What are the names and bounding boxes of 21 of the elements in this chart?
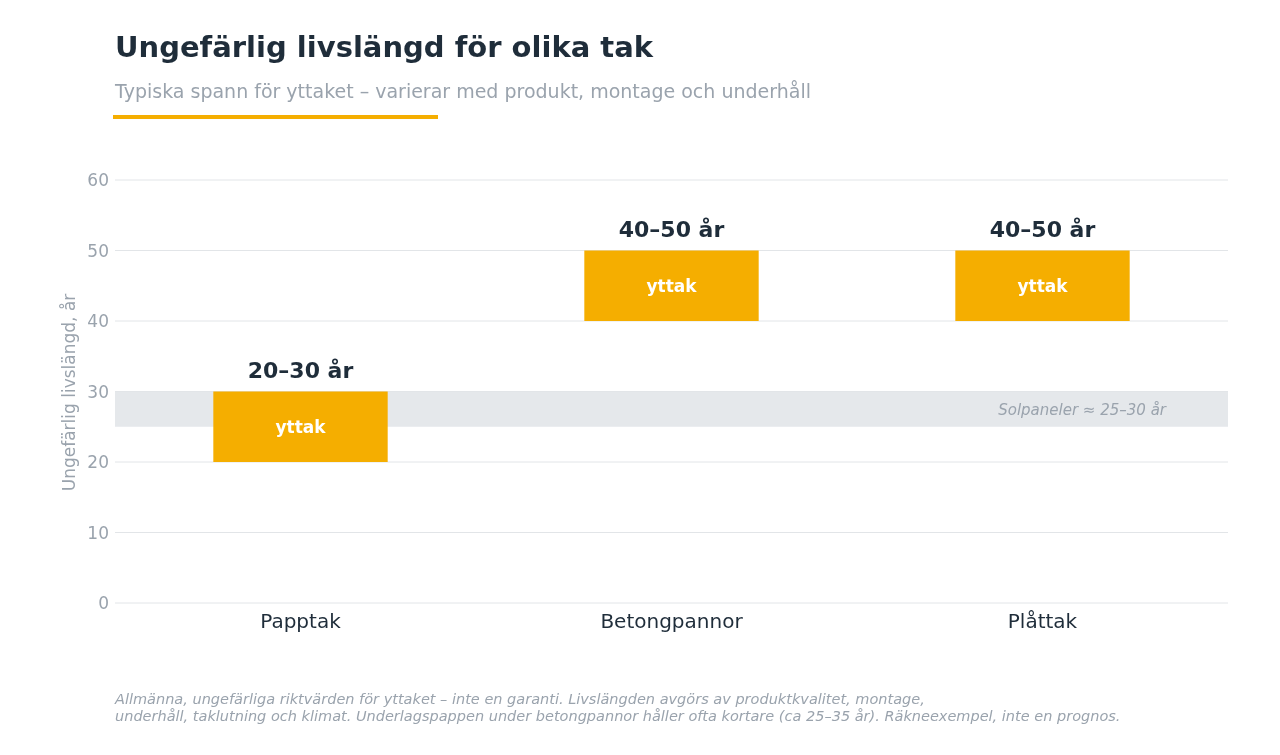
y-tick-label: 30: [87, 381, 109, 402]
series-label: yttak: [275, 416, 327, 437]
chart-subtitle: Typiska spann för yttaket – varierar med produkt, montage och underhåll: [114, 80, 811, 102]
y-axis-title: Ungefärlig livslängd, år: [59, 293, 79, 492]
text: yttak: [646, 275, 697, 296]
y-tick-label: 50: [87, 240, 109, 261]
text: 40–50 år: [989, 216, 1096, 242]
text: 40–50 år: [618, 216, 725, 242]
y-tick-label: 40: [87, 311, 109, 331]
x-tick-label: Betongpannor: [600, 609, 744, 633]
y-tick-label: 0: [98, 593, 109, 613]
x-tick-label: Plåttak: [1007, 609, 1078, 633]
text: Allmänna, ungefärliga riktvärden för yttaket – inte en garanti. Livslängden avgörs av produktkvalitet, montage, underhåll, taklutning och klimat. Underlagspappen under betongpannor håller ofta kortare (ca 25–35 år). Räkneexempel, inte en prognos.: [114, 691, 1121, 724]
y-tick-label: 20: [87, 452, 109, 472]
y-tick-label: 10: [87, 522, 109, 543]
text: 20–30 år: [247, 357, 354, 383]
x-tick-label: Papptak: [260, 609, 342, 633]
band-label: Solpaneler ≈ 25–30 år: [998, 401, 1167, 420]
text: yttak: [1017, 275, 1068, 296]
chart-title: Ungefärlig livslängd för olika tak: [115, 30, 654, 64]
y-tick-label: 60: [87, 170, 109, 190]
